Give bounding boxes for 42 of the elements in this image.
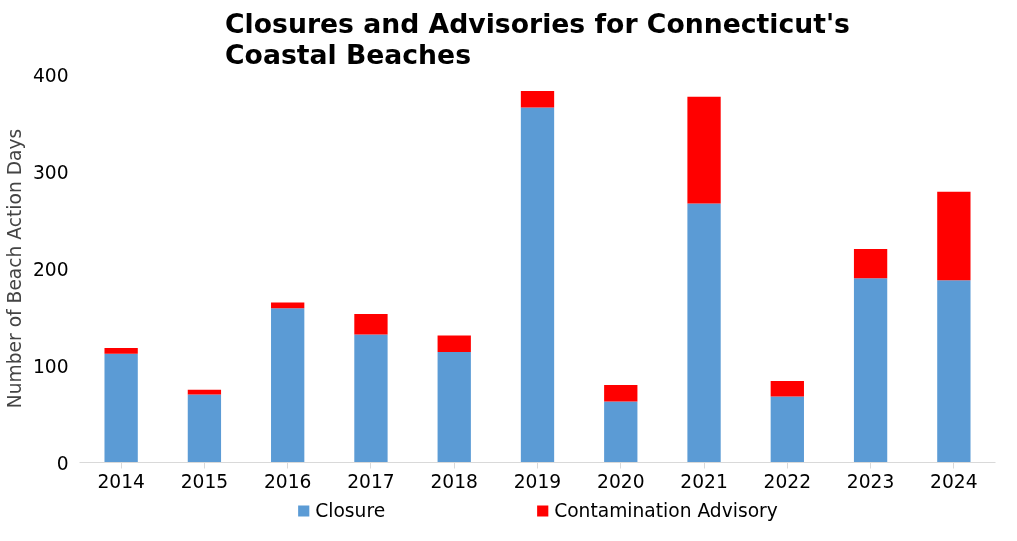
bar — [604, 384, 638, 402]
y-axis-title: Number of Beach Action Days — [3, 128, 25, 409]
y-tick-label: 200 — [32, 258, 69, 280]
bar — [937, 191, 971, 281]
bar — [937, 280, 971, 463]
bar — [271, 308, 305, 463]
bar — [770, 396, 804, 463]
bar — [187, 389, 222, 395]
y-tick-label: 100 — [32, 355, 69, 377]
bar — [187, 394, 222, 463]
x-tick-label: 2020 — [597, 470, 645, 492]
x-tick-label: 2023 — [846, 470, 895, 492]
bar — [271, 302, 305, 309]
bar — [770, 381, 804, 397]
legend-label: Closure — [315, 499, 386, 521]
bar — [604, 401, 638, 463]
bar — [520, 90, 555, 108]
bar — [354, 334, 388, 463]
chart-title: Closures and Advisories for Connecticut's Coastal Beaches — [225, 7, 850, 70]
y-tick-label: 400 — [32, 64, 69, 86]
bar — [104, 348, 138, 354]
bar — [437, 351, 471, 463]
x-tick-label: 2014 — [97, 470, 145, 492]
bar — [520, 107, 555, 463]
x-tick-label: 2022 — [763, 470, 812, 492]
x-tick-label: 2024 — [930, 470, 978, 492]
bar — [853, 278, 888, 463]
bar — [687, 96, 721, 204]
bar — [437, 335, 471, 352]
bar — [104, 353, 138, 463]
bar — [853, 249, 888, 279]
legend-label: Contamination Advisory — [554, 499, 778, 521]
x-tick-label: 2021 — [680, 470, 728, 492]
bar — [354, 314, 388, 335]
bar — [687, 203, 721, 463]
x-tick-label: 2015 — [180, 470, 229, 492]
x-tick-label: 2016 — [263, 470, 312, 492]
x-tick-label: 2017 — [347, 470, 395, 492]
x-tick-label: 2019 — [513, 470, 562, 492]
y-tick-label: 300 — [32, 161, 69, 183]
x-tick-label: 2018 — [430, 470, 478, 492]
y-tick-label: 0 — [56, 452, 69, 474]
